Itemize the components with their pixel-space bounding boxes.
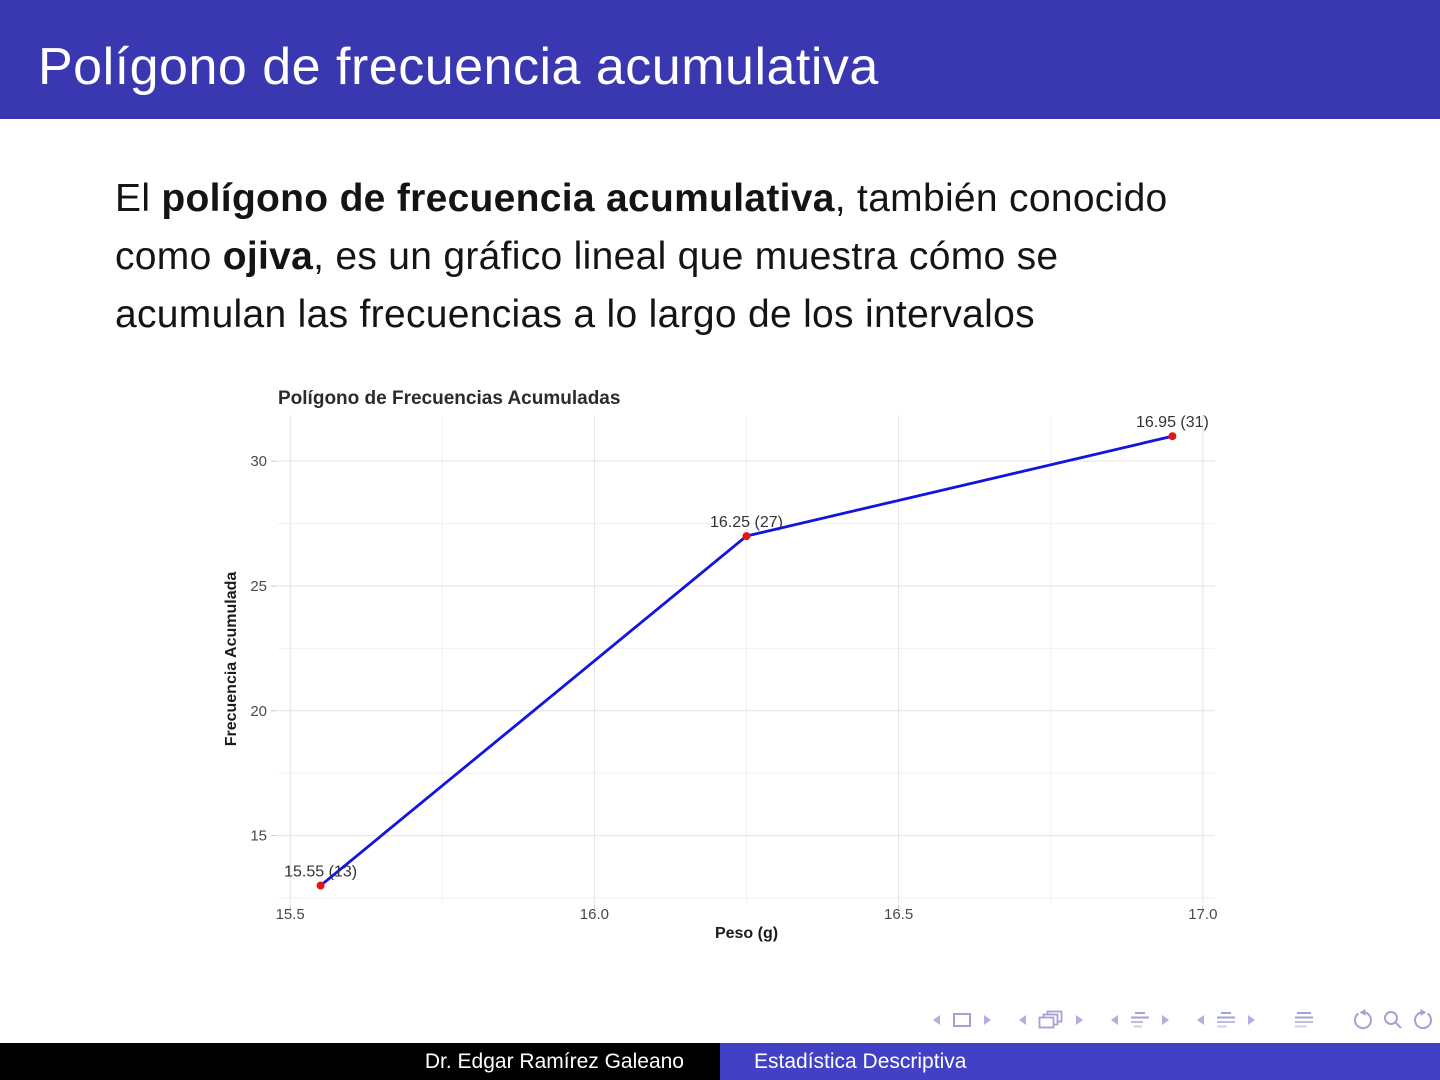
chart-data-point — [316, 881, 325, 890]
body-text: , también conocido — [834, 177, 1168, 220]
history-forward-icon[interactable] — [1412, 1009, 1436, 1031]
footer-course: Estadística Descriptiva — [754, 1049, 967, 1073]
navigation-bar — [930, 1004, 1440, 1036]
page-title: Polígono de frecuencia acumulativa — [38, 37, 879, 96]
footer-course-box: Estadística Descriptiva — [720, 1043, 1440, 1080]
cumulative-frequency-chart: 15.5 16.0 16.5 17.0 15 20 25 30 15.55 (13) 16.25 … — [223, 388, 1217, 942]
body-text: como — [115, 235, 223, 278]
prev-subsection-icon[interactable] — [1194, 1013, 1206, 1027]
chart-point-label: 16.95 (31) — [1136, 414, 1209, 431]
footer: Dr. Edgar Ramírez Galeano Estadística De… — [0, 1043, 1440, 1080]
chart-y-tick-label: 25 — [250, 578, 267, 595]
chart-x-tick-label: 16.0 — [580, 906, 609, 923]
next-frame-icon[interactable] — [1074, 1013, 1086, 1027]
search-icon[interactable] — [1382, 1009, 1404, 1031]
frame-nav-group — [1016, 1010, 1086, 1030]
prev-section-icon[interactable] — [1108, 1013, 1120, 1027]
body-text: , es un gráfico lineal que muestra cómo … — [313, 235, 1059, 278]
body-text: El — [115, 177, 162, 220]
body-text-bold: polígono de frecuencia acumulativa — [161, 177, 835, 220]
slide-nav-group — [930, 1012, 994, 1028]
next-section-icon[interactable] — [1160, 1013, 1172, 1027]
subsection-nav-group — [1194, 1010, 1258, 1030]
chart-data-point — [1168, 432, 1177, 441]
frames-icon[interactable] — [1038, 1010, 1064, 1030]
body-text-bold: ojiva — [222, 235, 314, 278]
next-subsection-icon[interactable] — [1246, 1013, 1258, 1027]
chart-data-point — [742, 532, 751, 541]
section-icon[interactable] — [1130, 1010, 1150, 1030]
chart-point-label: 16.25 (27) — [710, 514, 783, 531]
subsection-icon[interactable] — [1216, 1010, 1236, 1030]
prev-frame-icon[interactable] — [1016, 1013, 1028, 1027]
appendix-icon[interactable] — [1294, 1010, 1314, 1030]
chart-y-tick-label: 20 — [250, 703, 267, 720]
chart-title: Polígono de Frecuencias Acumuladas — [278, 388, 620, 409]
frame-icon[interactable] — [952, 1012, 972, 1028]
footer-author: Dr. Edgar Ramírez Galeano — [424, 1049, 684, 1073]
next-slide-icon[interactable] — [982, 1013, 994, 1027]
body-paragraph: El polígono de frecuencia acumulativa, t… — [115, 170, 1375, 344]
chart-y-tick-label: 30 — [250, 453, 267, 470]
history-nav-group — [1350, 1009, 1436, 1031]
chart-x-axis-title: Peso (g) — [715, 925, 778, 942]
history-back-icon[interactable] — [1350, 1009, 1374, 1031]
body-text: acumulan las frecuencias a lo largo de l… — [115, 293, 1035, 336]
section-nav-group — [1108, 1010, 1172, 1030]
chart-x-tick-label: 16.5 — [884, 906, 913, 923]
chart-x-tick-label: 17.0 — [1188, 906, 1217, 923]
prev-slide-icon[interactable] — [930, 1013, 942, 1027]
chart-point-label: 15.55 (13) — [284, 864, 357, 881]
footer-author-box: Dr. Edgar Ramírez Galeano — [0, 1043, 720, 1080]
slide-header: Polígono de frecuencia acumulativa — [0, 0, 1440, 119]
chart-y-tick-label: 15 — [250, 828, 267, 845]
chart-y-axis-title: Frecuencia Acumulada — [223, 572, 240, 747]
chart-x-tick-label: 15.5 — [276, 906, 305, 923]
